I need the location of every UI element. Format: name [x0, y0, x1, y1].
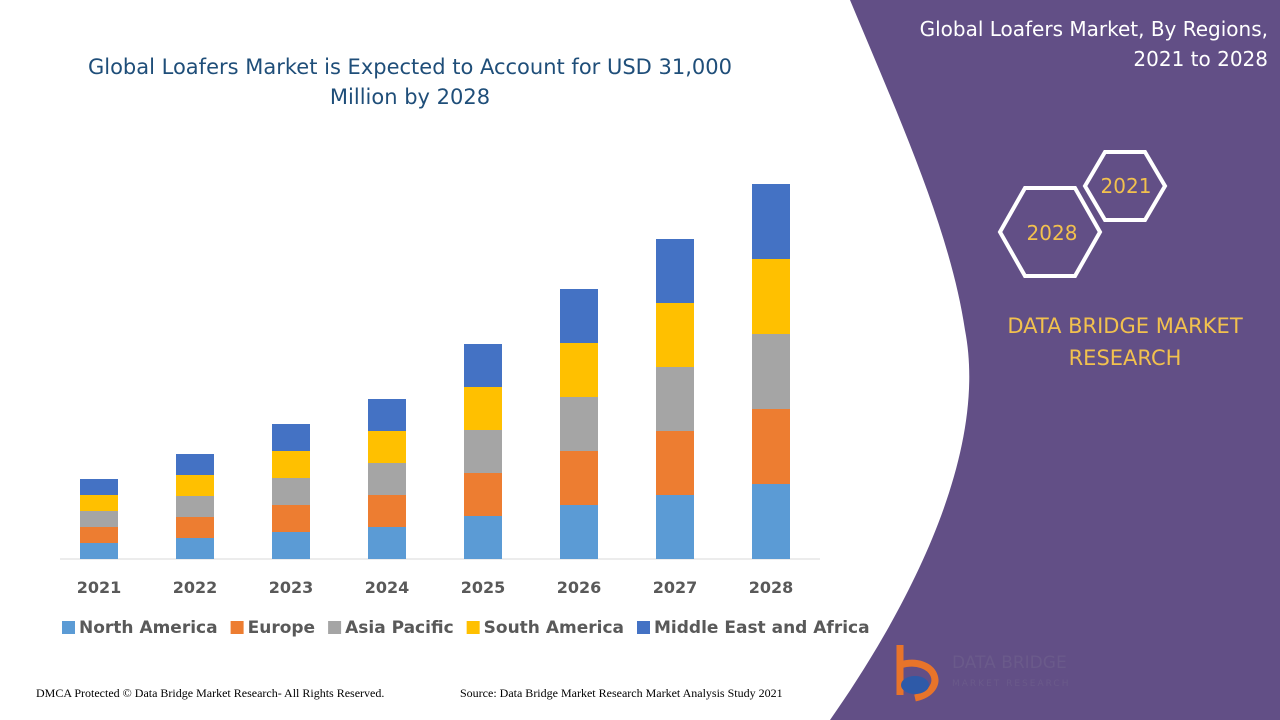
bar-segment [656, 303, 694, 367]
x-tick-label: 2027 [653, 578, 698, 597]
bar-segment [80, 495, 118, 511]
legend-swatch [328, 621, 342, 634]
bar-segment [464, 387, 502, 430]
bar-segment [80, 511, 118, 527]
legend-swatch [230, 621, 244, 634]
bar-segment [464, 473, 502, 516]
logo-name: DATA BRIDGE [952, 653, 1067, 673]
x-tick-label: 2028 [749, 578, 794, 597]
bar-segment [176, 454, 214, 475]
bar-segment [368, 431, 406, 463]
logo-mark [901, 676, 929, 694]
brand: DATA BRIDGE MARKET RESEARCH [1007, 314, 1243, 370]
bar-segment [176, 496, 214, 517]
bar-segment [368, 463, 406, 495]
bar-segment [752, 334, 790, 409]
source: Source: Data Bridge Market Research Mark… [460, 686, 783, 700]
panel-title: Global Loafers Market, By Regions, 2021 … [919, 17, 1268, 71]
x-tick-label: 2022 [173, 578, 218, 597]
bar-segment [752, 409, 790, 484]
legend-label: Middle East and Africa [654, 618, 870, 638]
bar-segment [752, 259, 790, 334]
bar-segment [272, 451, 310, 478]
legend-label: North America [79, 618, 218, 638]
legend-label: Asia Pacific [345, 618, 454, 638]
x-tick-label: 2023 [269, 578, 314, 597]
bar-segment [272, 505, 310, 532]
hexagon-label: 2028 [1027, 221, 1078, 245]
bar-segment [368, 527, 406, 559]
bar-segment [560, 289, 598, 343]
logo-tagline: MARKET RESEARCH [952, 679, 1070, 689]
copyright: DMCA Protected © Data Bridge Market Rese… [36, 686, 385, 700]
x-tick-label: 2024 [365, 578, 410, 597]
bar-segment [272, 424, 310, 451]
chart-title: Global Loafers Market is Expected to Acc… [87, 55, 733, 109]
side-panel [830, 0, 1280, 720]
bar-segment [176, 517, 214, 538]
bar-segment [176, 475, 214, 496]
bar-segment [656, 367, 694, 431]
bar-segment [272, 532, 310, 559]
bar-segment [752, 484, 790, 559]
legend-label: South America [484, 618, 624, 638]
bar-segment [176, 538, 214, 559]
legend-label: Europe [248, 618, 315, 638]
bar-segment [560, 451, 598, 505]
bar-segment [80, 527, 118, 543]
bar-segment [656, 495, 694, 559]
bar-segment [560, 505, 598, 559]
bar-segment [752, 184, 790, 259]
bar-segment [464, 344, 502, 387]
bar-segment [464, 430, 502, 473]
legend-swatch [637, 621, 650, 634]
x-tick-label: 2021 [77, 578, 122, 597]
x-tick-label: 2026 [557, 578, 602, 597]
hexagon-label: 2021 [1101, 174, 1152, 198]
bar-segment [560, 397, 598, 451]
bar-segment [368, 399, 406, 431]
legend-swatch [466, 621, 480, 634]
legend-swatch [62, 621, 75, 634]
bar-segment [368, 495, 406, 527]
bar-segment [272, 478, 310, 505]
hexagon [1082, 150, 1168, 222]
logo-mark [896, 645, 939, 702]
bar-segment [656, 239, 694, 303]
bar-segment [80, 479, 118, 495]
x-tick-label: 2025 [461, 578, 506, 597]
bar-segment [560, 343, 598, 397]
bar-segment [80, 543, 118, 559]
bar-segment [464, 516, 502, 559]
bar-segment [656, 431, 694, 495]
hexagon [997, 186, 1103, 278]
